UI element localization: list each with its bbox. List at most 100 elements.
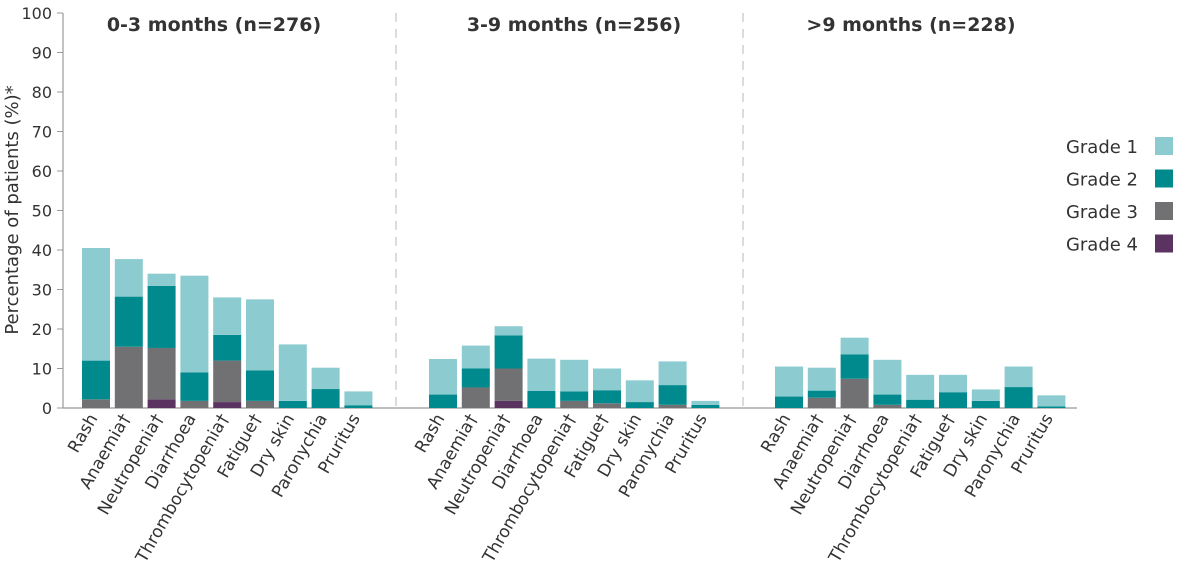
bar-segment-grade-1 xyxy=(840,337,869,355)
bar-segment-grade-2 xyxy=(82,360,110,400)
bar-segment-grade-2 xyxy=(775,396,803,408)
bar-segment-grade-1 xyxy=(494,326,523,336)
y-tick-label: 0 xyxy=(42,399,52,418)
bar-segment-grade-3 xyxy=(593,403,621,408)
bar-segment-grade-3 xyxy=(560,400,589,408)
bar-segment-grade-1 xyxy=(625,380,654,403)
legend-swatch xyxy=(1155,202,1173,220)
bar-segment-grade-1 xyxy=(147,273,176,286)
y-tick-label: 40 xyxy=(32,241,52,260)
bar-segment-grade-1 xyxy=(971,389,1000,401)
bar-segment-grade-2 xyxy=(625,402,654,408)
bar-segment-grade-1 xyxy=(82,248,110,361)
y-tick-label: 90 xyxy=(32,44,52,63)
bar-segment-grade-2 xyxy=(180,372,209,401)
y-tick-label: 30 xyxy=(32,281,52,300)
bar-segment-grade-2 xyxy=(213,334,242,361)
bar-segment-grade-1 xyxy=(461,345,490,369)
bar-segment-grade-2 xyxy=(873,394,902,405)
panel-title: 3-9 months (n=256) xyxy=(467,14,681,36)
bar-segment-grade-1 xyxy=(939,374,967,393)
bar-segment-grade-1 xyxy=(311,367,340,390)
y-tick-label: 100 xyxy=(21,4,52,23)
y-tick-label: 80 xyxy=(32,83,52,102)
bar-segment-grade-1 xyxy=(1004,366,1033,388)
chart-panels: 0-3 months (n=276)RashAnaemia†Neutropeni… xyxy=(64,14,1066,567)
bar-segment-grade-1 xyxy=(213,297,242,335)
bar-segment-grade-1 xyxy=(775,366,803,397)
bar-segment-grade-3 xyxy=(246,400,274,408)
panel-title: 0-3 months (n=276) xyxy=(107,14,321,36)
legend-label: Grade 2 xyxy=(1066,170,1138,191)
bar-segment-grade-1 xyxy=(344,391,373,406)
panel-2: 3-9 months (n=256)RashAnaemia†Neutropeni… xyxy=(411,14,720,567)
bar-segment-grade-4 xyxy=(494,400,523,408)
y-tick-label: 10 xyxy=(32,360,52,379)
legend-swatch xyxy=(1155,234,1173,253)
bar-segment-grade-2 xyxy=(593,390,621,404)
bar-segment-grade-2 xyxy=(971,400,1000,408)
bar-segment-grade-2 xyxy=(807,390,836,398)
bar-segment-grade-2 xyxy=(461,368,490,388)
bar-segment-grade-2 xyxy=(939,392,967,408)
bar-segment-grade-2 xyxy=(147,285,176,348)
bar-segment-grade-3 xyxy=(873,404,902,408)
bar-segment-grade-3 xyxy=(658,404,687,408)
bar-segment-grade-3 xyxy=(114,346,143,408)
bar-segment-grade-2 xyxy=(658,385,687,405)
bar-segment-grade-2 xyxy=(429,394,457,408)
bar-segment-grade-1 xyxy=(114,259,143,297)
bar-segment-grade-1 xyxy=(906,374,935,400)
panel-3: >9 months (n=228)RashAnaemia†Neutropenia… xyxy=(757,14,1066,567)
panel-title: >9 months (n=228) xyxy=(806,14,1015,36)
bar-segment-grade-1 xyxy=(691,400,720,405)
bar-segment-grade-2 xyxy=(906,399,935,408)
bar-segment-grade-2 xyxy=(691,404,720,408)
bar-segment-grade-2 xyxy=(246,370,274,401)
bar-segment-grade-1 xyxy=(658,361,687,386)
bar-segment-grade-2 xyxy=(114,296,143,347)
bar-segment-grade-4 xyxy=(213,402,242,408)
bar-segment-grade-2 xyxy=(1004,387,1033,408)
legend-label: Grade 1 xyxy=(1066,137,1138,158)
legend-swatch xyxy=(1155,169,1173,188)
y-axis-label: Percentage of patients (%)* xyxy=(2,85,23,334)
bar-segment-grade-3 xyxy=(213,360,242,403)
legend-label: Grade 4 xyxy=(1066,235,1138,256)
bar-segment-grade-2 xyxy=(344,405,373,408)
bar-segment-grade-1 xyxy=(429,359,457,395)
bar-segment-grade-2 xyxy=(278,400,307,408)
legend-swatch xyxy=(1155,137,1173,155)
bar-segment-grade-2 xyxy=(840,354,869,379)
bar-segment-grade-2 xyxy=(311,389,340,408)
panel-1: 0-3 months (n=276)RashAnaemia†Neutropeni… xyxy=(64,14,373,567)
bar-segment-grade-1 xyxy=(180,275,209,373)
bar-segment-grade-2 xyxy=(1037,406,1066,408)
bar-segment-grade-3 xyxy=(840,378,869,408)
y-tick-label: 60 xyxy=(32,162,52,181)
y-tick-label: 70 xyxy=(32,123,52,142)
bar-segment-grade-3 xyxy=(147,347,176,400)
bar-segment-grade-3 xyxy=(494,368,523,401)
bar-segment-grade-1 xyxy=(278,344,307,401)
bar-segment-grade-3 xyxy=(807,397,836,408)
y-tick-label: 20 xyxy=(32,320,52,339)
bar-segment-grade-3 xyxy=(461,387,490,408)
bar-segment-grade-3 xyxy=(180,400,209,408)
y-tick-label: 50 xyxy=(32,202,52,221)
legend-label: Grade 3 xyxy=(1066,202,1138,223)
bar-segment-grade-1 xyxy=(873,359,902,395)
bar-segment-grade-1 xyxy=(246,299,274,371)
bar-segment-grade-1 xyxy=(527,358,556,392)
bar-segment-grade-1 xyxy=(593,368,621,391)
bar-segment-grade-3 xyxy=(82,399,110,408)
bar-segment-grade-4 xyxy=(147,399,176,408)
bar-segment-grade-1 xyxy=(560,359,589,392)
legend: Grade 1 Grade 2 Grade 3 Grade 4 xyxy=(1066,137,1173,256)
bar-segment-grade-1 xyxy=(807,367,836,391)
bar-segment-grade-2 xyxy=(527,391,556,408)
bar-segment-grade-2 xyxy=(494,335,523,369)
axes: 0 10 20 30 40 50 60 70 80 90 100 xyxy=(21,4,1077,418)
bar-segment-grade-1 xyxy=(1037,395,1066,407)
